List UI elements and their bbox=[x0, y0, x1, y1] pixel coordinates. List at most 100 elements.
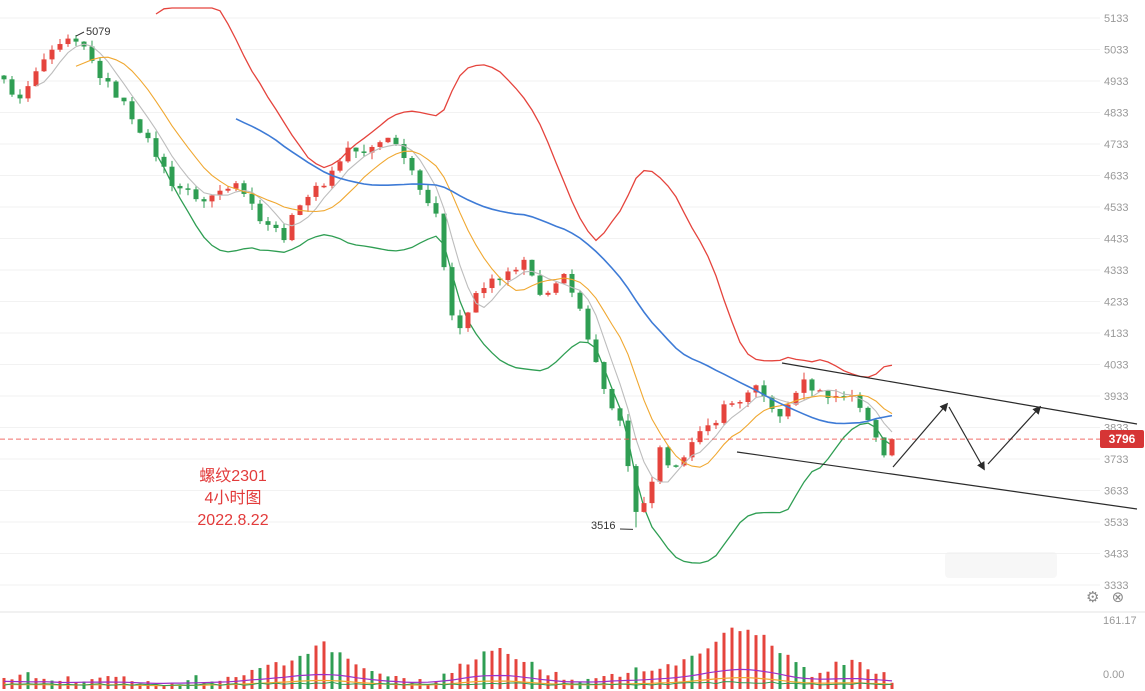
indicator-bar bbox=[634, 667, 638, 689]
candle-body bbox=[305, 196, 311, 206]
candle-body bbox=[497, 278, 503, 281]
indicator-bar bbox=[330, 652, 334, 689]
candle-body bbox=[385, 137, 391, 143]
candle-body bbox=[425, 189, 431, 204]
candle-body bbox=[889, 439, 895, 456]
candle-body bbox=[193, 189, 199, 200]
candle-body bbox=[281, 227, 287, 241]
indicator-bar bbox=[186, 680, 190, 689]
candle-body bbox=[97, 60, 103, 79]
indicator-bar bbox=[786, 654, 790, 689]
candle-body bbox=[585, 308, 591, 340]
candle-body bbox=[321, 185, 327, 188]
candle-body bbox=[129, 101, 135, 120]
indicator-bar bbox=[530, 661, 534, 689]
y-axis-label: 3833 bbox=[1104, 423, 1128, 435]
indicator-bar bbox=[34, 678, 38, 689]
candle-body bbox=[185, 188, 191, 190]
grid-layer bbox=[0, 17, 1100, 586]
candle-body bbox=[273, 224, 279, 228]
candle-body bbox=[345, 147, 351, 162]
candle-body bbox=[609, 388, 615, 409]
candle-body bbox=[753, 385, 759, 393]
y-axis-label: 4833 bbox=[1104, 108, 1128, 120]
indicator-bar bbox=[194, 675, 198, 689]
indicator-bar bbox=[226, 676, 230, 689]
y-axis-label: 3433 bbox=[1104, 549, 1128, 561]
candle-body bbox=[313, 185, 319, 197]
indicator-bar bbox=[482, 651, 486, 689]
candle-body bbox=[113, 81, 119, 98]
indicator-bar bbox=[794, 662, 798, 689]
projection-arrow[interactable] bbox=[892, 402, 949, 468]
indicator-bar bbox=[386, 676, 390, 689]
indicator-bar bbox=[738, 631, 742, 689]
candles-layer bbox=[1, 34, 895, 528]
candle-body bbox=[465, 312, 471, 329]
candle-body bbox=[105, 78, 111, 82]
channel-upper-trendline[interactable] bbox=[781, 362, 1138, 425]
candle-body bbox=[441, 213, 447, 268]
candle-body bbox=[673, 465, 679, 467]
indicator-bar bbox=[874, 673, 878, 689]
indicator-bar bbox=[26, 672, 30, 689]
candle-body bbox=[513, 269, 519, 272]
projection-arrow[interactable] bbox=[987, 405, 1042, 465]
candle-body bbox=[137, 119, 143, 133]
candle-body bbox=[433, 203, 439, 214]
candle-body bbox=[361, 151, 367, 153]
candle-body bbox=[1, 75, 7, 80]
candle-body bbox=[593, 339, 599, 363]
boll-lower-line bbox=[155, 153, 893, 564]
candle-body bbox=[65, 38, 71, 45]
projection-arrow[interactable] bbox=[948, 406, 985, 471]
candle-body bbox=[633, 466, 639, 512]
indicator-bar bbox=[706, 648, 710, 689]
indicator-bar bbox=[746, 629, 750, 689]
candle-body bbox=[457, 315, 463, 329]
indicator-bar bbox=[666, 664, 670, 689]
candle-body bbox=[265, 221, 271, 225]
candle-body bbox=[681, 457, 687, 466]
candle-body bbox=[649, 481, 655, 504]
candle-body bbox=[249, 193, 255, 204]
candle-body bbox=[721, 404, 727, 423]
y-axis-label: 4433 bbox=[1104, 234, 1128, 246]
candle-body bbox=[217, 190, 223, 196]
candle-body bbox=[737, 402, 743, 404]
y-axis-label: 4733 bbox=[1104, 139, 1128, 151]
y-axis-label: 4033 bbox=[1104, 360, 1128, 372]
indicator-bar bbox=[322, 641, 326, 689]
candle-body bbox=[657, 447, 663, 482]
candle-body bbox=[337, 161, 343, 171]
indicator-bar bbox=[458, 663, 462, 689]
indicator-bar bbox=[234, 677, 238, 689]
settings-gear-icon[interactable]: ⚙ bbox=[1086, 589, 1100, 606]
candle-body bbox=[153, 138, 159, 157]
indicator-bar bbox=[266, 664, 270, 689]
indicator-panel-layer bbox=[2, 627, 894, 689]
y-axis-label: 4533 bbox=[1104, 202, 1128, 214]
candle-body bbox=[601, 362, 607, 389]
ma-mid-line bbox=[75, 56, 893, 468]
candle-body bbox=[169, 166, 175, 186]
indicator-bar bbox=[434, 682, 438, 689]
indicator-bar bbox=[114, 676, 118, 689]
candle-body bbox=[353, 147, 359, 152]
candle-body bbox=[801, 379, 807, 393]
indicator-bar bbox=[202, 682, 206, 689]
candle-body bbox=[489, 278, 495, 289]
indicator-bar bbox=[138, 683, 142, 689]
candle-body bbox=[393, 137, 399, 145]
candle-body bbox=[761, 385, 767, 397]
close-indicator-icon[interactable]: ⊗ bbox=[1111, 589, 1125, 606]
y-axis-label: 5133 bbox=[1104, 13, 1128, 25]
indicator-bar bbox=[154, 684, 158, 689]
indicator-bar bbox=[394, 676, 398, 689]
candle-body bbox=[617, 408, 623, 421]
indicator-bar bbox=[274, 662, 278, 689]
indicator-bar bbox=[178, 684, 182, 689]
channel-lower-trendline[interactable] bbox=[736, 451, 1138, 510]
candle-body bbox=[481, 288, 487, 294]
